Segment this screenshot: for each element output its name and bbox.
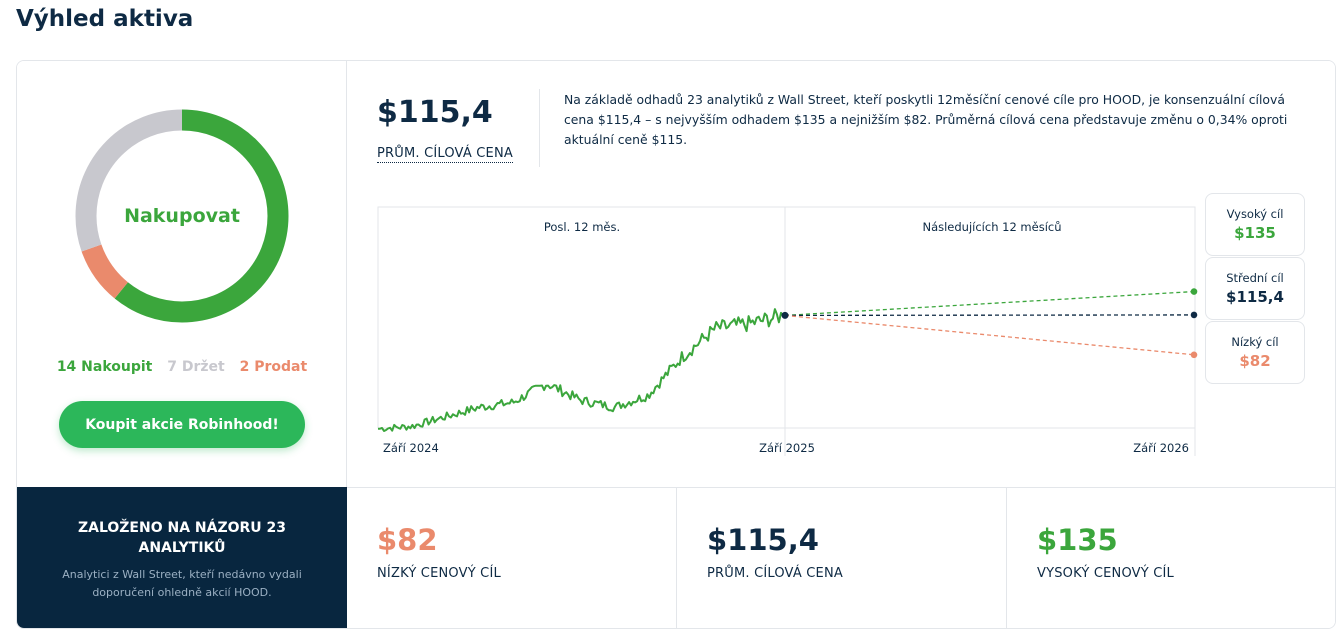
target-projection-line — [784, 314, 1195, 356]
rating-counts: 14 Nakoupit 7 Držet 2 Prodat — [17, 359, 347, 375]
high-target-stat-label: VYSOKÝ CENOVÝ CÍL — [1037, 566, 1174, 581]
x-tick-label: Září 2025 — [759, 441, 815, 455]
high-target-card: Vysoký cíl $135 — [1205, 193, 1305, 256]
low-target-stat-value: $82 — [377, 523, 438, 557]
x-tick-label: Září 2024 — [383, 441, 439, 455]
rating-panel: Nakupovat 14 Nakoupit 7 Držet 2 Prodat K… — [17, 61, 347, 487]
low-target-value: $82 — [1239, 352, 1271, 370]
price-history-line — [378, 308, 784, 432]
sell-count: 2 Prodat — [239, 359, 308, 375]
rating-label: Nakupovat — [124, 205, 240, 227]
analyst-basis-title: ZALOŽENO NA NÁZORU 23 ANALYTIKŮ — [77, 520, 287, 556]
low-target-stat: $82 NÍZKÝ CENOVÝ CÍL — [347, 487, 677, 628]
divider — [539, 89, 540, 167]
low-target-card: Nízký cíl $82 — [1205, 321, 1305, 384]
analyst-basis-panel: ZALOŽENO NA NÁZORU 23 ANALYTIKŮ Analytic… — [17, 487, 347, 628]
buy-stock-button[interactable]: Koupit akcie Robinhood! — [59, 401, 305, 448]
target-point — [1190, 288, 1198, 295]
analyst-basis-subtitle: Analytici z Wall Street, kteří nedávno v… — [62, 568, 302, 599]
high-target-label: Vysoký cíl — [1226, 207, 1284, 221]
price-forecast-chart: Posl. 12 měs. Následujících 12 měsíců Zá… — [377, 206, 1198, 456]
avg-target-stat-value: $115,4 — [707, 523, 819, 557]
rating-donut-chart — [75, 109, 289, 323]
target-point — [1190, 351, 1198, 359]
avg-target-price: $115,4 — [377, 95, 493, 130]
low-target-stat-label: NÍZKÝ CENOVÝ CÍL — [377, 566, 501, 581]
x-tick-label: Září 2026 — [1133, 441, 1189, 455]
low-target-label: Nízký cíl — [1231, 335, 1279, 349]
current-price-point — [781, 311, 789, 319]
asset-outlook-card: Nakupovat 14 Nakoupit 7 Držet 2 Prodat K… — [16, 60, 1336, 629]
hold-count: 7 Držet — [167, 359, 225, 375]
avg-target-label[interactable]: PRŮM. CÍLOVÁ CENA — [377, 146, 513, 163]
high-target-stat: $135 VYSOKÝ CENOVÝ CÍL — [1007, 487, 1335, 628]
page-title: Výhled aktiva — [16, 6, 194, 32]
donut-segment-hold — [75, 109, 289, 323]
future-period-label: Následujících 12 měsíců — [922, 220, 1061, 234]
high-target-value: $135 — [1234, 224, 1276, 242]
mid-target-value: $115,4 — [1226, 288, 1284, 306]
target-point — [1190, 311, 1198, 319]
target-projection-line — [784, 290, 1195, 317]
avg-target-stat-label: PRŮM. CÍLOVÁ CENA — [707, 566, 843, 581]
high-target-stat-value: $135 — [1037, 523, 1118, 557]
past-period-label: Posl. 12 měs. — [544, 220, 620, 234]
forecast-panel: $115,4 PRŮM. CÍLOVÁ CENA Na základě odha… — [347, 61, 1335, 487]
mid-target-label: Střední cíl — [1226, 271, 1284, 285]
avg-target-stat: $115,4 PRŮM. CÍLOVÁ CENA — [677, 487, 1007, 628]
buy-count: 14 Nakoupit — [56, 359, 153, 375]
mid-target-card: Střední cíl $115,4 — [1205, 257, 1305, 320]
forecast-summary: Na základě odhadů 23 analytiků z Wall St… — [564, 92, 1288, 147]
